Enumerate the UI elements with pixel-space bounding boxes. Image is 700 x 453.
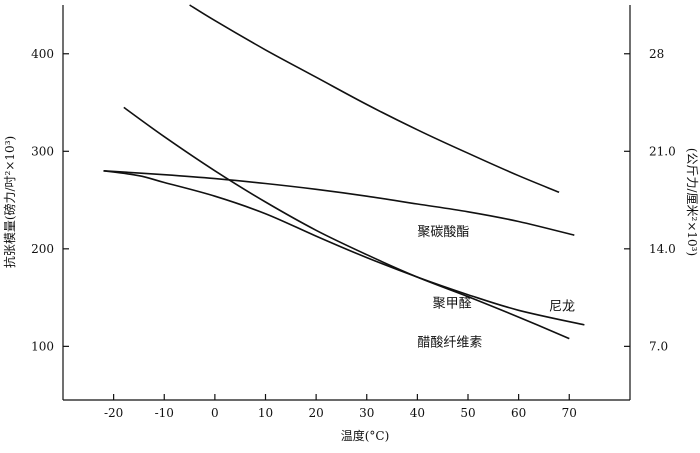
x-tick-label: 10: [258, 406, 273, 420]
series-label-nylon: 尼龙: [549, 299, 575, 314]
series-line-polyoxymethylene: [189, 4, 560, 194]
y2-tick-label: 21.0: [649, 144, 676, 158]
series-label-cellulose-acetate: 醋酸纤维素: [417, 334, 482, 350]
series-line-polycarbonate: [103, 170, 575, 236]
x-tick-label: 70: [562, 406, 577, 420]
series-line-cellulose-acetate: [123, 106, 570, 340]
y2-tick-label: 14.0: [649, 242, 676, 256]
x-tick-label: -20: [104, 406, 123, 420]
x-tick-label: -10: [155, 406, 174, 420]
y2-axis-title: (公斤力/厘米²×10³): [685, 148, 699, 256]
x-tick-label: 0: [211, 406, 219, 420]
y2-tick-label: 7.0: [649, 339, 668, 353]
x-tick-label: 20: [308, 406, 323, 420]
series-line-nylon: [103, 170, 585, 326]
y-tick-label: 300: [31, 144, 54, 158]
x-tick-label: 60: [511, 406, 526, 420]
y2-tick-label: 28: [649, 47, 664, 61]
axes-group: -20 -10 0 10 20 30 40 50 60 70 100 200 300 400 7.0 14.0…: [31, 5, 676, 420]
y-tick-label: 200: [31, 242, 54, 256]
x-tick-label: 30: [359, 406, 374, 420]
series-label-polyoxymethylene: 聚甲醛: [433, 295, 472, 311]
labels-group: 温度(°C) 抗张模量(磅力/吋²×10³) (公斤力/厘米²×10³) 聚甲醛 聚碳酸…: [2, 136, 699, 443]
x-tick-label: 50: [460, 406, 475, 420]
y-axis-title: 抗张模量(磅力/吋²×10³): [2, 136, 17, 268]
series-group: [103, 4, 585, 340]
x-axis-title: 温度(°C): [341, 428, 390, 443]
series-label-polycarbonate: 聚碳酸酯: [417, 225, 469, 240]
y-tick-label: 100: [31, 339, 54, 353]
x-tick-label: 40: [410, 406, 425, 420]
y-tick-label: 400: [31, 47, 54, 61]
